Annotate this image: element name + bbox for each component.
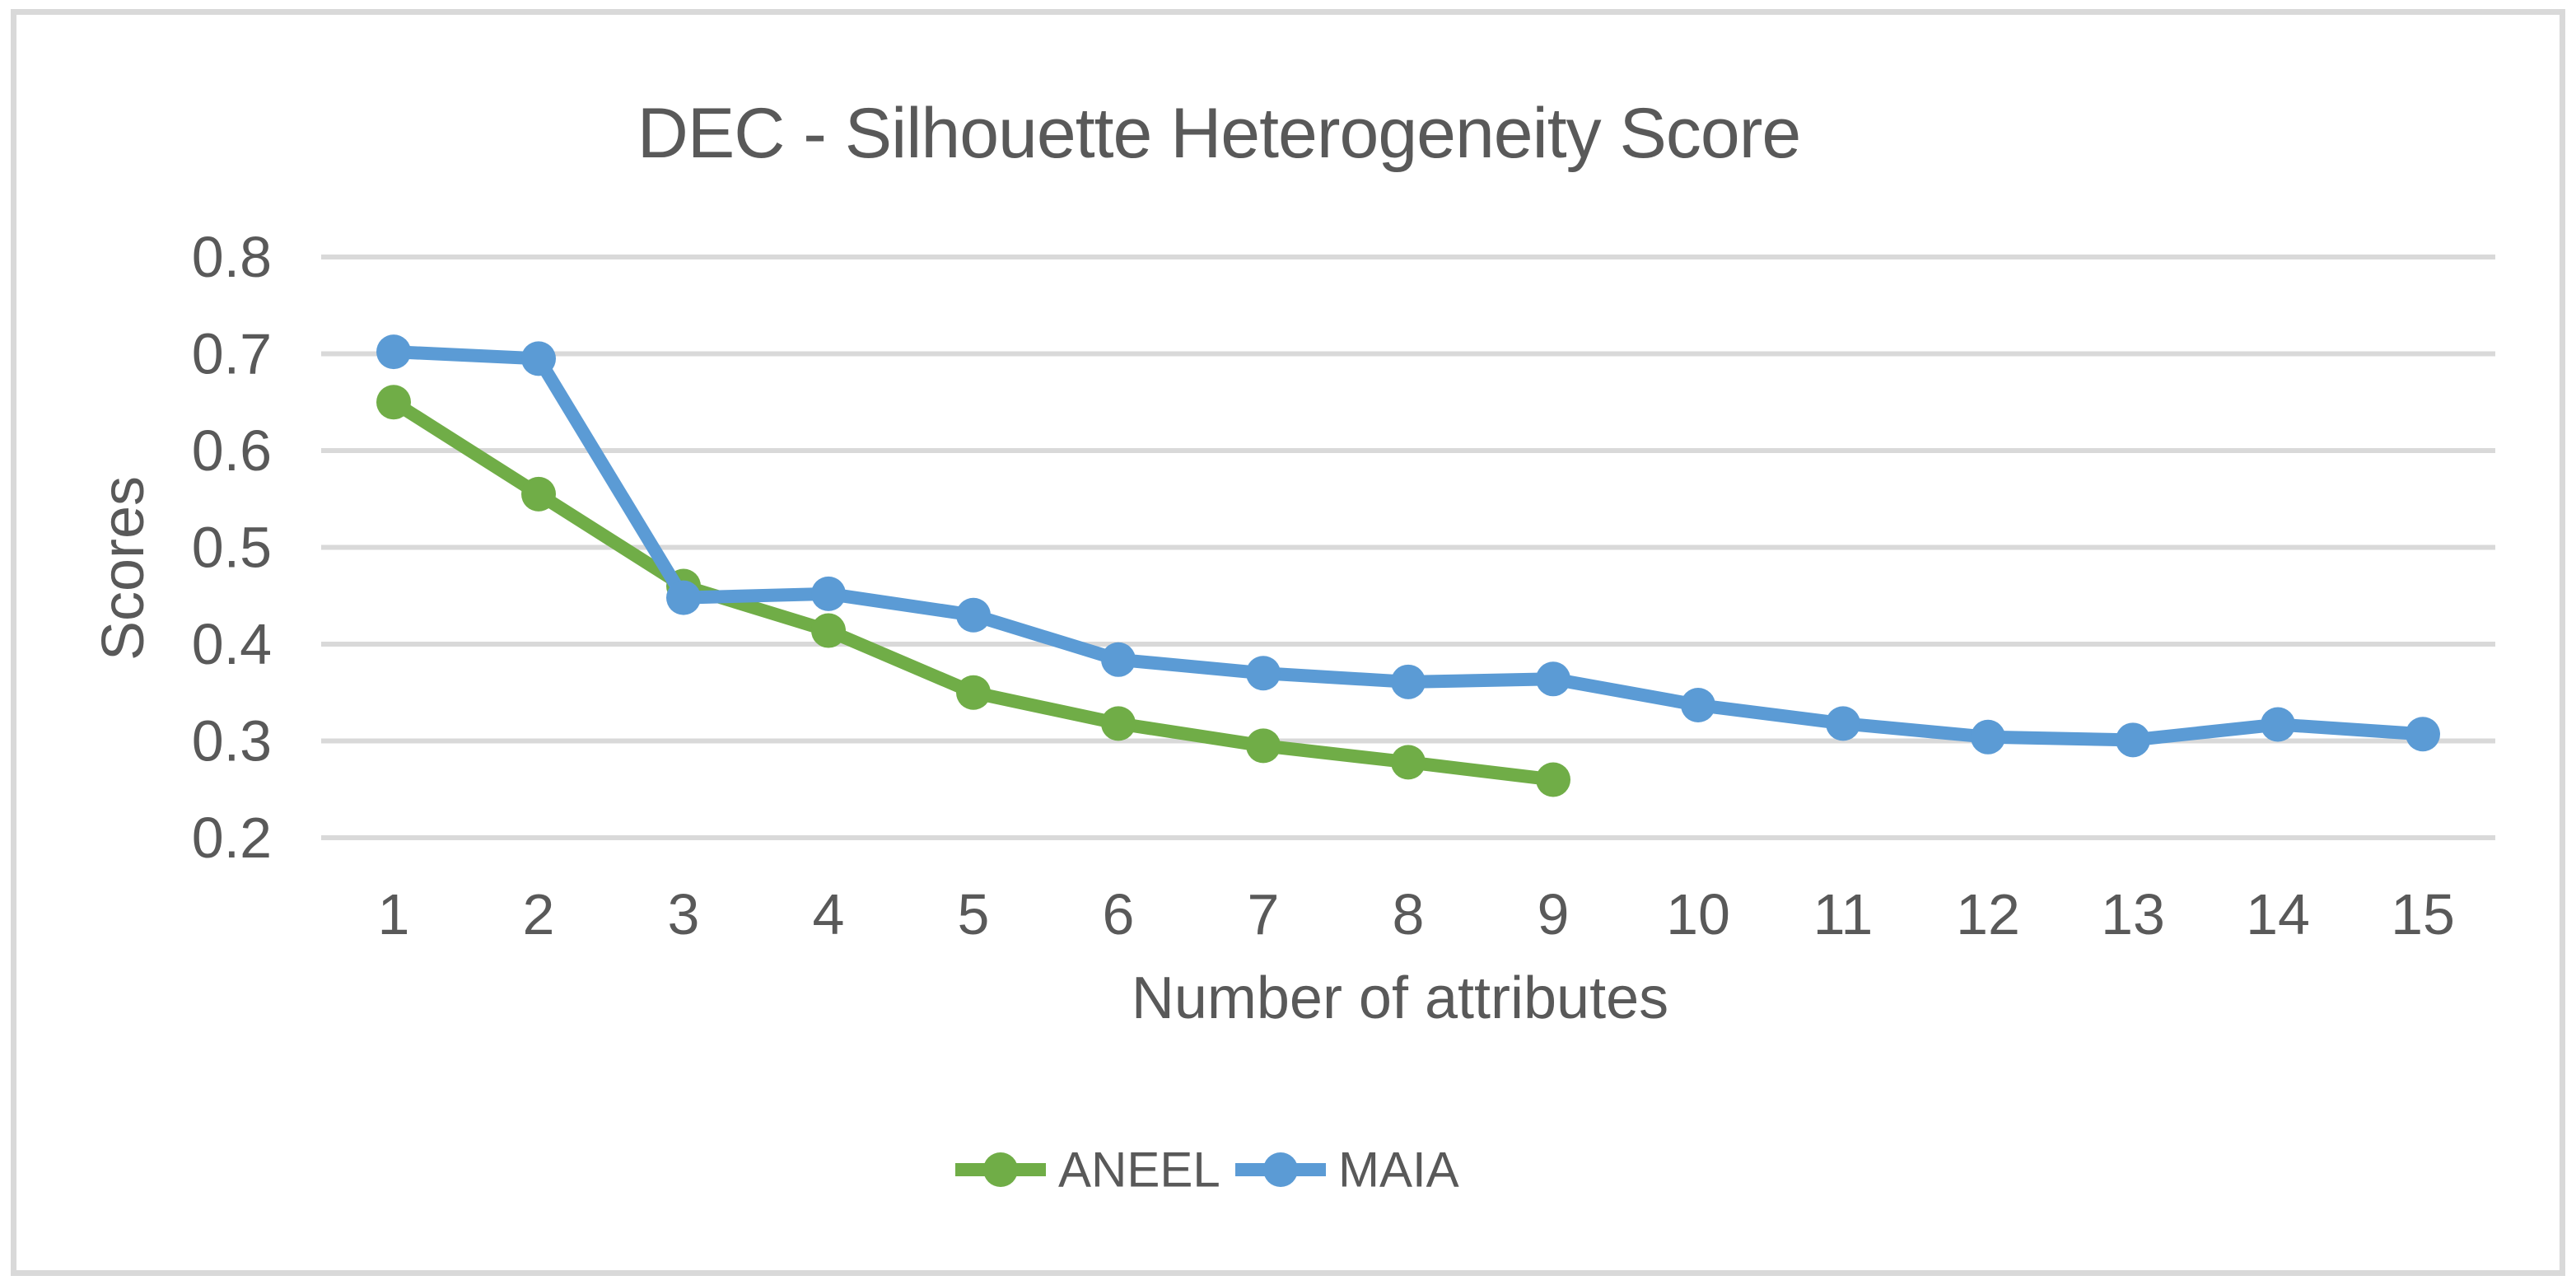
x-tick-label: 1 <box>378 882 410 946</box>
legend: ANEEL MAIA <box>955 1142 1459 1198</box>
x-tick-label: 8 <box>1393 882 1425 946</box>
legend-item-maia: MAIA <box>1235 1142 1459 1198</box>
x-tick-label: 10 <box>1666 882 1730 946</box>
x-axis-title: Number of attributes <box>1132 965 1668 1031</box>
data-point-marker-maia <box>376 334 411 370</box>
x-tick-label: 15 <box>2391 882 2455 946</box>
x-tick-label: 2 <box>523 882 555 946</box>
x-tick-label: 6 <box>1103 882 1135 946</box>
legend-marker-sample <box>1263 1152 1298 1187</box>
data-point-marker-maia <box>811 576 846 611</box>
x-tick-label: 11 <box>1813 882 1874 946</box>
data-point-marker-aneel <box>1536 762 1570 797</box>
legend-marker-sample <box>983 1152 1018 1187</box>
y-tick-label: 0.4 <box>192 612 272 676</box>
x-tick-label: 5 <box>958 882 990 946</box>
x-tick-label: 13 <box>2101 882 2165 946</box>
y-tick-label: 0.7 <box>192 322 272 386</box>
data-point-marker-maia <box>521 341 556 376</box>
legend-label: ANEEL <box>1058 1142 1220 1198</box>
data-point-marker-aneel <box>1101 706 1136 741</box>
y-tick-label: 0.5 <box>192 516 272 580</box>
data-point-marker-maia <box>956 597 991 633</box>
data-point-marker-maia <box>1971 719 2005 755</box>
x-tick-label: 3 <box>668 882 700 946</box>
data-point-marker-aneel <box>1246 728 1281 764</box>
data-point-marker-maia <box>666 580 701 615</box>
y-axis-title: Scores <box>91 476 156 661</box>
data-point-marker-maia <box>1391 664 1426 699</box>
data-point-marker-maia <box>1826 706 1860 741</box>
data-point-marker-maia <box>2261 707 2295 742</box>
y-tick-label: 0.2 <box>192 806 272 870</box>
data-point-marker-aneel <box>376 385 411 420</box>
data-point-marker-maia <box>2406 717 2440 752</box>
x-tick-label: 14 <box>2246 882 2310 946</box>
x-tick-label: 12 <box>1956 882 2020 946</box>
y-tick-label: 0.6 <box>192 418 272 483</box>
data-point-marker-aneel <box>956 675 991 710</box>
data-series <box>376 334 2440 797</box>
data-point-marker-aneel <box>521 476 556 512</box>
data-point-marker-maia <box>1536 661 1570 697</box>
gridlines <box>321 255 2495 840</box>
chart-border <box>11 9 2565 1276</box>
data-point-marker-maia <box>1681 688 1715 723</box>
data-point-marker-aneel <box>811 613 846 648</box>
legend-item-aneel: ANEEL <box>955 1142 1220 1198</box>
x-tick-label: 4 <box>813 882 845 946</box>
x-tick-label: 9 <box>1538 882 1570 946</box>
chart-title: DEC - Silhouette Heterogeneity Score <box>637 94 1800 173</box>
legend-label: MAIA <box>1338 1142 1459 1198</box>
data-point-marker-aneel <box>1391 745 1426 780</box>
axis-tick-labels: 0.80.70.60.50.40.30.21 2 3 4 5 6 7 8 9 10 11 12 13 14… <box>192 225 2455 946</box>
data-point-marker-maia <box>1246 656 1281 691</box>
data-point-marker-maia <box>1101 642 1136 677</box>
y-tick-label: 0.8 <box>192 225 272 289</box>
x-tick-label: 7 <box>1248 882 1280 946</box>
y-tick-label: 0.3 <box>192 709 272 773</box>
series-line-aneel <box>387 395 1560 787</box>
data-point-marker-maia <box>2116 722 2150 758</box>
